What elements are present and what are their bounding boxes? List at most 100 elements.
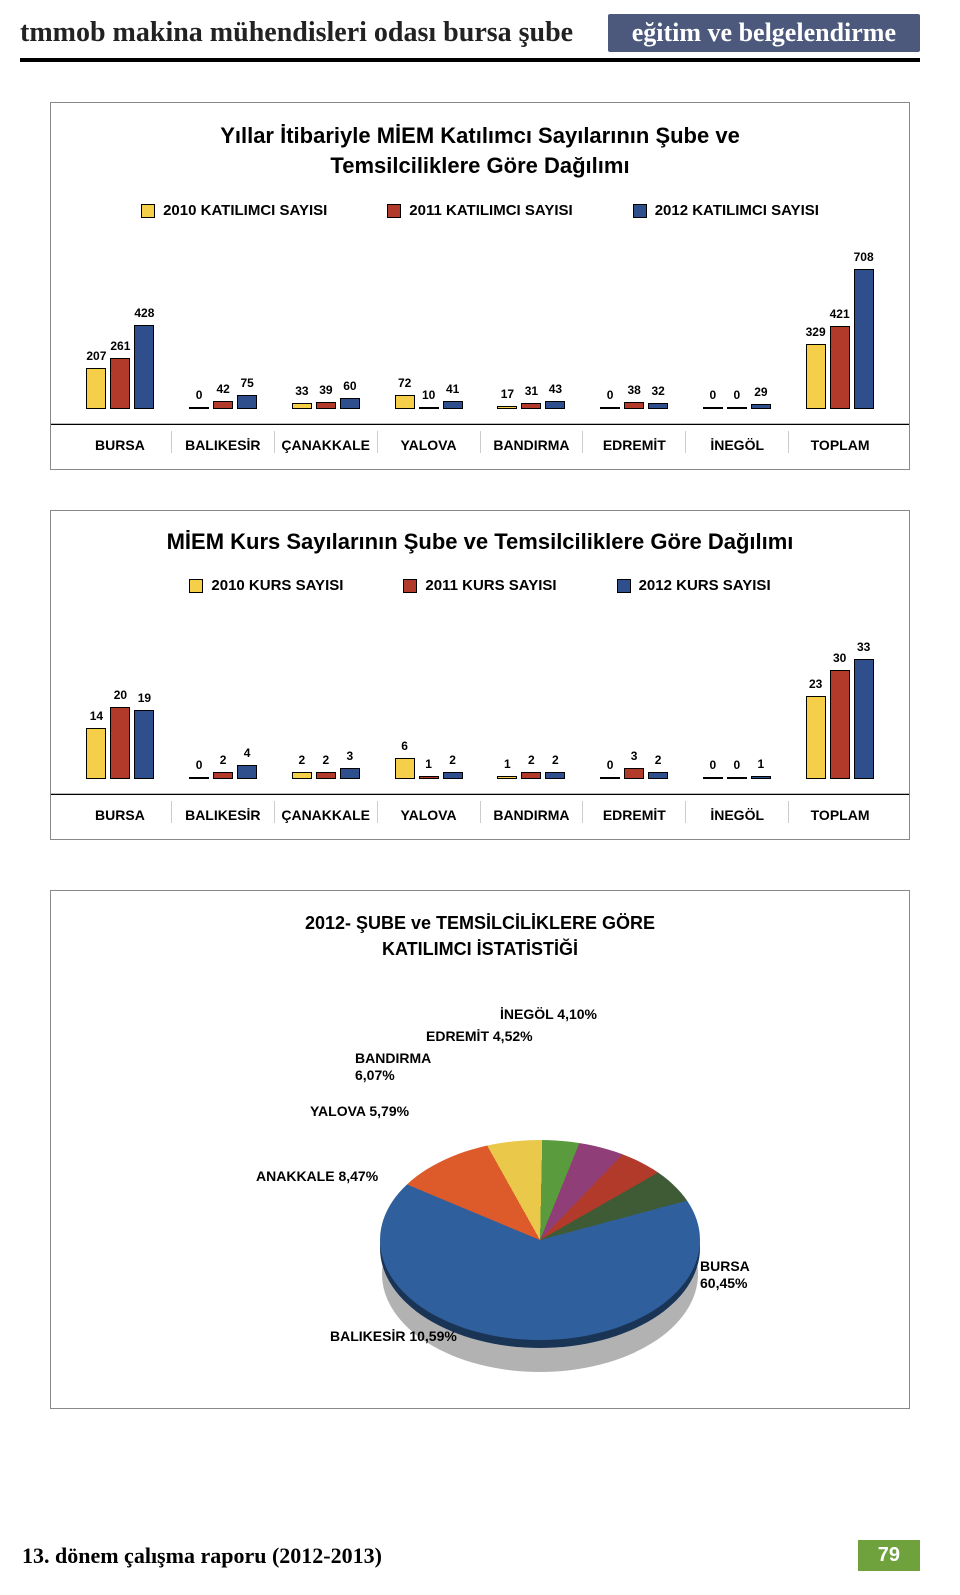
bar: 3 (624, 768, 644, 779)
bar: 60 (340, 398, 360, 410)
legend-swatch (387, 204, 401, 218)
bar-value: 75 (240, 376, 253, 390)
chart2-categories: BURSABALIKESİRÇANAKKALEYALOVABANDIRMAEDR… (51, 794, 909, 823)
bar-value: 428 (134, 306, 154, 320)
bar: 1 (419, 776, 439, 780)
bar: 23 (806, 696, 826, 780)
bar: 0 (727, 777, 747, 779)
bar-value: 17 (501, 387, 514, 401)
bar: 39 (316, 402, 336, 410)
bar-value: 0 (710, 758, 717, 772)
chart1-bars: 2072614280427533396072104117314303832002… (51, 269, 909, 424)
bar-value: 43 (549, 382, 562, 396)
category-label: BANDIRMA (480, 801, 583, 823)
chart2-card: MİEM Kurs Sayılarının Şube ve Temsilcili… (50, 510, 910, 840)
legend-item: 2010 KURS SAYISI (189, 577, 343, 594)
header-rule (20, 58, 920, 62)
bar-value: 23 (809, 677, 822, 691)
bar-value: 30 (833, 651, 846, 665)
bar-value: 19 (138, 691, 151, 705)
bar-group: 223 (275, 768, 378, 779)
chart2-bars: 142019024223612122032001233033 (51, 644, 909, 794)
bar-value: 0 (710, 388, 717, 402)
bar: 30 (830, 670, 850, 779)
bar-value: 1 (758, 757, 765, 771)
bar: 6 (395, 758, 415, 780)
bar-value: 1 (504, 757, 511, 771)
bar: 2 (213, 772, 233, 779)
bar: 38 (624, 402, 644, 410)
category-label: BURSA (69, 801, 171, 823)
bar-group: 33 39 60 (275, 398, 378, 410)
pie-label: ANAKKALE 8,47% (256, 1168, 378, 1186)
bar: 2 (292, 772, 312, 779)
bar: 0 (189, 777, 209, 779)
bar-value: 2 (220, 753, 227, 767)
bar-group: 721041 (377, 395, 480, 409)
bar: 72 (395, 395, 415, 409)
bar-value: 33 (295, 384, 308, 398)
bar-group: 0 38 32 (583, 402, 686, 410)
pie-top (380, 1140, 700, 1340)
bar-group: 612 (377, 758, 480, 780)
legend-item: 2012 KURS SAYISI (617, 577, 771, 594)
bar: 0 (703, 407, 723, 409)
legend-swatch (633, 204, 647, 218)
bar: 19 (134, 710, 154, 779)
pie-label: YALOVA 5,79% (310, 1103, 409, 1121)
bar: 2 (545, 772, 565, 779)
category-label: ÇANAKKALE (274, 801, 377, 823)
bar: 75 (237, 395, 257, 410)
footer-page: 79 (858, 1540, 920, 1571)
legend-label: 2010 KATILIMCI SAYISI (163, 202, 327, 219)
bar: 2 (316, 772, 336, 779)
bar-value: 0 (734, 388, 741, 402)
chart1-title: Yıllar İtibariyle MİEM Katılımcı Sayılar… (51, 121, 909, 180)
bar-group: 001 (686, 776, 789, 780)
bar: 33 (292, 403, 312, 410)
bar: 0 (600, 407, 620, 409)
bar-value: 10 (422, 388, 435, 402)
bar-group: 0029 (686, 404, 789, 410)
bar-group: 142019 (69, 707, 172, 780)
bar-value: 4 (244, 746, 251, 760)
category-label: YALOVA (377, 431, 480, 453)
bar: 2 (443, 772, 463, 779)
bar-value: 32 (651, 384, 664, 398)
bar-group: 17 31 43 (480, 401, 583, 410)
bar: 43 (545, 401, 565, 410)
chart2-title: MİEM Kurs Sayılarının Şube ve Temsilcili… (51, 529, 909, 555)
header-left: tmmob makina mühendisleri odası bursa şu… (20, 17, 573, 49)
bar-value: 20 (114, 688, 127, 702)
legend-swatch (403, 579, 417, 593)
bar-value: 2 (299, 753, 306, 767)
bar-value: 207 (86, 349, 106, 363)
bar: 1 (497, 776, 517, 780)
bar-value: 421 (830, 307, 850, 321)
bar-group: 04275 (172, 395, 275, 410)
bar-group: 207261428 (69, 325, 172, 410)
bar: 17 (497, 406, 517, 409)
legend-item: 2011 KURS SAYISI (403, 577, 556, 594)
bar: 32 (648, 403, 668, 409)
category-label: ÇANAKKALE (274, 431, 377, 453)
bar: 31 (521, 403, 541, 409)
bar-value: 42 (216, 382, 229, 396)
bar: 3 (340, 768, 360, 779)
category-label: TOPLAM (788, 801, 891, 823)
bar-value: 0 (196, 758, 203, 772)
legend-item: 2012 KATILIMCI SAYISI (633, 202, 819, 219)
bar: 261 (110, 358, 130, 410)
bar-value: 0 (607, 388, 614, 402)
bar-value: 261 (110, 339, 130, 353)
category-label: EDREMİT (582, 431, 685, 453)
legend-swatch (141, 204, 155, 218)
bar: 0 (600, 777, 620, 779)
pie-label: BALIKESİR 10,59% (330, 1328, 457, 1346)
bar-value: 708 (854, 250, 874, 264)
bar: 421 (830, 326, 850, 409)
legend-label: 2012 KURS SAYISI (639, 577, 771, 594)
pie-title-line1: 2012- ŞUBE ve TEMSİLCİLİKLERE GÖRE (305, 913, 655, 933)
pie-label: BURSA60,45% (700, 1258, 750, 1293)
bar: 41 (443, 401, 463, 409)
